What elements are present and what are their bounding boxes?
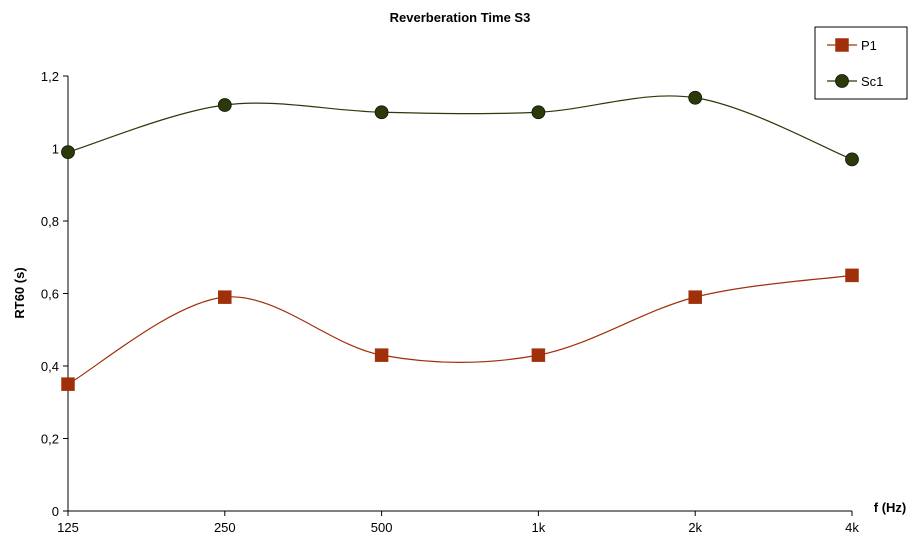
series-sc1-point — [61, 145, 75, 160]
series-sc1-point — [531, 105, 546, 120]
series-sc1-point — [374, 105, 389, 120]
x-tick-label: 125 — [57, 520, 79, 535]
series-layer — [61, 90, 859, 391]
x-axis-title: f (Hz) — [874, 500, 907, 515]
y-tick-label: 0,2 — [41, 432, 59, 447]
x-tick-group: 125 250 500 1k 2k 4k — [57, 511, 859, 535]
series-p1-point — [531, 348, 546, 362]
y-tick-label: 0 — [52, 504, 59, 519]
x-tick-label: 250 — [214, 520, 236, 535]
y-tick-label: 0,8 — [41, 214, 59, 229]
legend-box — [814, 26, 908, 100]
series-sc1 — [61, 90, 859, 167]
series-p1 — [61, 268, 859, 391]
axes — [67, 76, 852, 512]
series-p1-point — [61, 377, 75, 391]
series-sc1-point — [217, 98, 232, 112]
x-tick-label: 1k — [532, 520, 546, 535]
x-tick-label: 4k — [845, 520, 859, 535]
series-p1-line — [67, 274, 853, 385]
legend: P1 Sc1 — [814, 26, 908, 100]
series-p1-point — [688, 290, 702, 304]
legend-p1-marker — [835, 38, 849, 52]
series-p1-point — [218, 290, 232, 304]
y-tick-label: 0,4 — [41, 359, 59, 374]
series-sc1-point — [688, 90, 703, 105]
legend-sc1-label: Sc1 — [861, 74, 883, 89]
legend-sc1-marker — [835, 74, 849, 88]
chart-title: Reverberation Time S3 — [390, 10, 531, 25]
y-axis-title: RT60 (s) — [12, 267, 27, 318]
y-tick-group: 0 0,2 0,4 0,6 0,8 1 1,2 — [41, 69, 68, 519]
y-tick-label: 1 — [52, 142, 59, 157]
y-tick-label: 1,2 — [41, 69, 59, 84]
legend-p1-label: P1 — [861, 38, 877, 53]
series-p1-point — [845, 268, 859, 283]
series-p1-point — [374, 348, 389, 362]
series-sc1-line — [67, 95, 853, 160]
x-tick-label: 500 — [371, 520, 393, 535]
y-tick-label: 0,6 — [41, 287, 59, 302]
series-sc1-point — [845, 152, 859, 167]
x-tick-label: 2k — [688, 520, 702, 535]
